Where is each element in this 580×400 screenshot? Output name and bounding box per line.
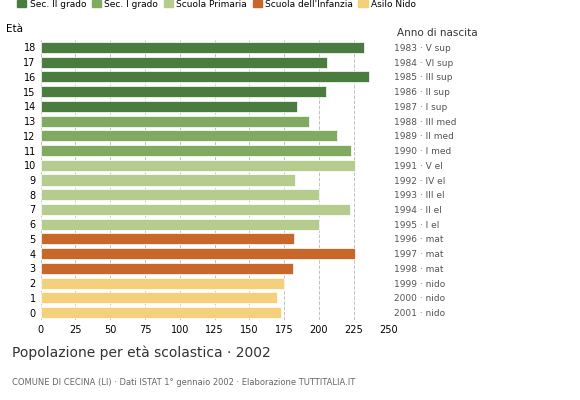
Text: COMUNE DI CECINA (LI) · Dati ISTAT 1° gennaio 2002 · Elaborazione TUTTITALIA.IT: COMUNE DI CECINA (LI) · Dati ISTAT 1° ge… (12, 378, 355, 387)
Bar (41, 292, 277, 304)
Bar (41, 204, 350, 215)
Legend: Sec. II grado, Sec. I grado, Scuola Primaria, Scuola dell'Infanzia, Asilo Nido: Sec. II grado, Sec. I grado, Scuola Prim… (17, 0, 416, 9)
Bar (41, 130, 337, 141)
Bar (41, 116, 309, 126)
Bar (41, 101, 297, 112)
Bar (41, 219, 319, 230)
Text: Età: Età (6, 24, 23, 34)
Bar (41, 248, 355, 259)
Bar (41, 278, 284, 289)
Bar (41, 86, 326, 97)
Text: Anno di nascita: Anno di nascita (397, 28, 478, 38)
Bar (41, 307, 281, 318)
Bar (41, 174, 295, 186)
Bar (41, 71, 369, 82)
Bar (41, 56, 327, 68)
Bar (41, 145, 351, 156)
Bar (41, 160, 355, 171)
Bar (41, 42, 364, 53)
Bar (41, 189, 319, 200)
Bar (41, 263, 292, 274)
Bar (41, 234, 294, 244)
Text: Popolazione per età scolastica · 2002: Popolazione per età scolastica · 2002 (12, 346, 270, 360)
